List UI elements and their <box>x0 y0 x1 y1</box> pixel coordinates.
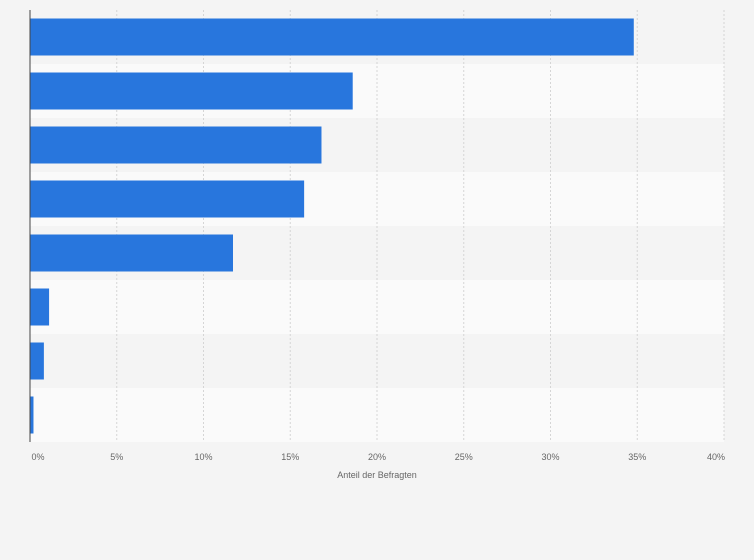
x-tick-label: 25% <box>455 452 473 462</box>
x-tick-label: 5% <box>110 452 123 462</box>
x-tick-label: 35% <box>628 452 646 462</box>
bar[interactable] <box>30 18 634 56</box>
bar[interactable] <box>30 72 353 110</box>
x-tick-label: 15% <box>281 452 299 462</box>
x-tick-label: 20% <box>368 452 386 462</box>
x-tick-label: 30% <box>541 452 559 462</box>
bars <box>30 18 634 434</box>
bar[interactable] <box>30 342 44 380</box>
x-tick-label: 10% <box>194 452 212 462</box>
x-tick-label: 0% <box>31 452 44 462</box>
bar[interactable] <box>30 396 34 434</box>
x-tick-label: 40% <box>707 452 725 462</box>
bar[interactable] <box>30 288 50 326</box>
bar[interactable] <box>30 126 322 164</box>
x-tick-labels: 0% 5% 10% 15% 20% 25% 30% 35% 40% <box>31 452 725 462</box>
x-axis-title: Anteil der Befragten <box>337 470 417 480</box>
bar[interactable] <box>30 234 233 272</box>
bar[interactable] <box>30 180 305 218</box>
